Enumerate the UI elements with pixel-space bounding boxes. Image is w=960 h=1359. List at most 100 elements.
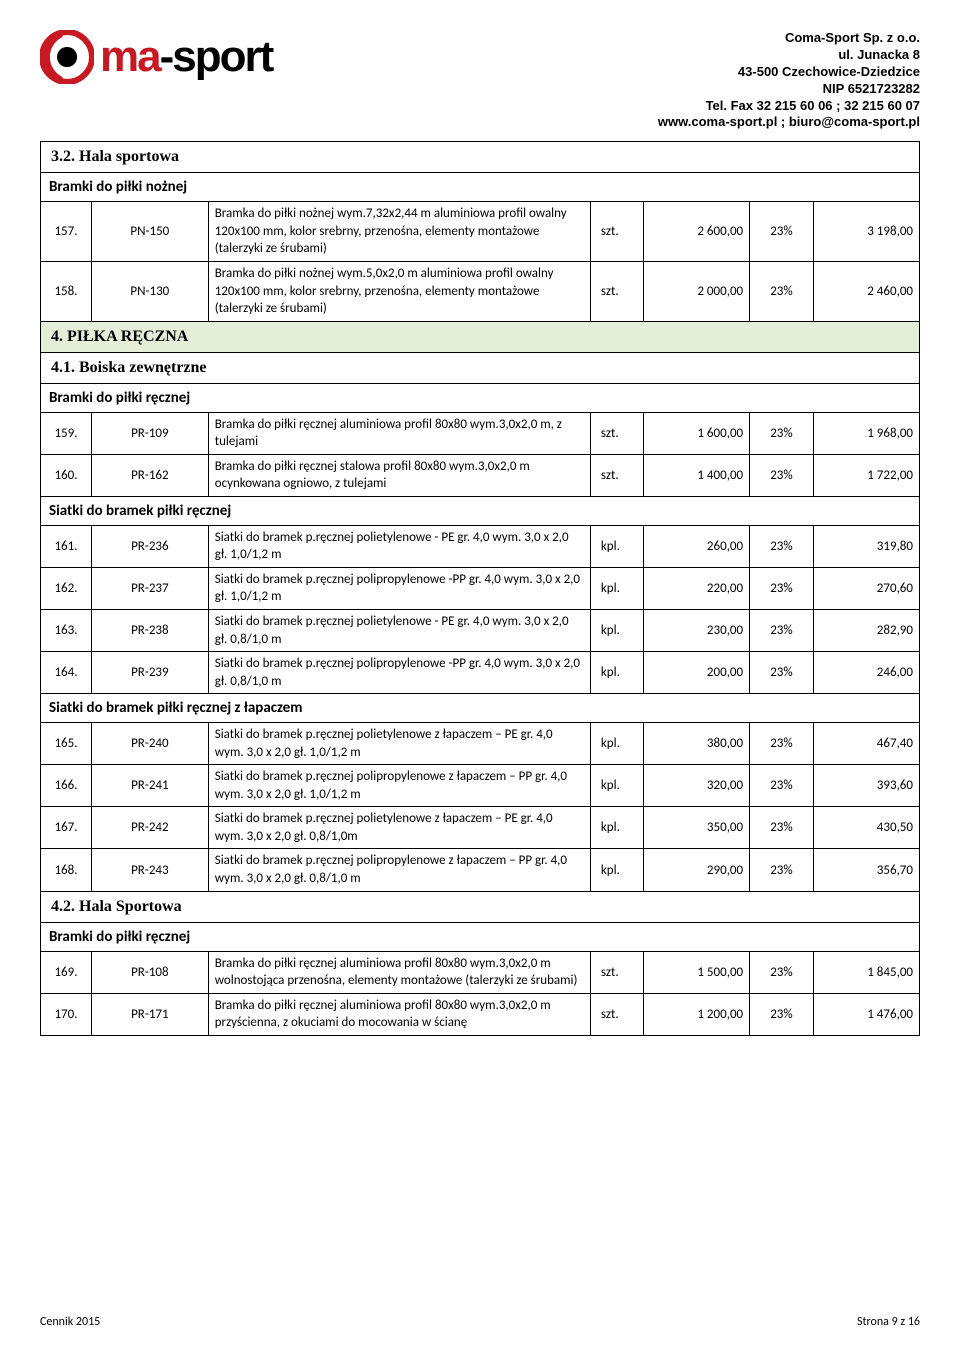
- table-row: 162. PR-237 Siatki do bramek p.ręcznej p…: [41, 567, 920, 609]
- table-row: 157. PN-150 Bramka do piłki nożnej wym.7…: [41, 202, 920, 262]
- table-row: 164. PR-239 Siatki do bramek p.ręcznej p…: [41, 652, 920, 694]
- row-price-gross: 282,90: [813, 610, 919, 652]
- row-unit: szt.: [590, 993, 643, 1035]
- row-vat: 23%: [750, 723, 814, 765]
- row-code: PR-171: [91, 993, 208, 1035]
- table-row: 167. PR-242 Siatki do bramek p.ręcznej p…: [41, 807, 920, 849]
- row-desc: Bramka do piłki ręcznej stalowa profil 8…: [208, 454, 590, 496]
- row-price-gross: 246,00: [813, 652, 919, 694]
- row-price-gross: 3 198,00: [813, 202, 919, 262]
- row-num: 170.: [41, 993, 92, 1035]
- row-price-net: 1 500,00: [643, 951, 749, 993]
- row-desc: Bramka do piłki nożnej wym.7,32x2,44 m a…: [208, 202, 590, 262]
- row-num: 160.: [41, 454, 92, 496]
- row-unit: szt.: [590, 202, 643, 262]
- row-desc: Siatki do bramek p.ręcznej polietylenowe…: [208, 525, 590, 567]
- row-price-net: 290,00: [643, 849, 749, 891]
- row-vat: 23%: [750, 525, 814, 567]
- table-row: 159. PR-109 Bramka do piłki ręcznej alum…: [41, 412, 920, 454]
- section-3-2: 3.2. Hala sportowa: [41, 142, 920, 173]
- section-4-2: 4.2. Hala Sportowa: [41, 891, 920, 922]
- row-vat: 23%: [750, 652, 814, 694]
- row-price-net: 260,00: [643, 525, 749, 567]
- row-code: PR-162: [91, 454, 208, 496]
- row-unit: kpl.: [590, 849, 643, 891]
- row-price-gross: 467,40: [813, 723, 919, 765]
- row-unit: kpl.: [590, 723, 643, 765]
- row-code: PR-238: [91, 610, 208, 652]
- row-price-gross: 356,70: [813, 849, 919, 891]
- row-code: PR-243: [91, 849, 208, 891]
- row-price-net: 2 600,00: [643, 202, 749, 262]
- row-num: 169.: [41, 951, 92, 993]
- row-vat: 23%: [750, 202, 814, 262]
- row-unit: szt.: [590, 951, 643, 993]
- row-unit: szt.: [590, 454, 643, 496]
- row-price-gross: 430,50: [813, 807, 919, 849]
- row-price-gross: 270,60: [813, 567, 919, 609]
- table-row: 158. PN-130 Bramka do piłki nożnej wym.5…: [41, 261, 920, 321]
- row-desc: Siatki do bramek p.ręcznej polipropyleno…: [208, 652, 590, 694]
- row-code: PN-130: [91, 261, 208, 321]
- row-num: 164.: [41, 652, 92, 694]
- company-addr2: 43-500 Czechowice-Dziedzice: [658, 64, 920, 81]
- row-unit: kpl.: [590, 610, 643, 652]
- page-header: ma-sport Coma-Sport Sp. z o.o. ul. Junac…: [40, 30, 920, 131]
- row-vat: 23%: [750, 807, 814, 849]
- footer-left: Cennik 2015: [40, 1315, 100, 1329]
- row-price-gross: 1 845,00: [813, 951, 919, 993]
- logo-icon: [40, 30, 94, 84]
- table-row: 170. PR-171 Bramka do piłki ręcznej alum…: [41, 993, 920, 1035]
- row-price-net: 380,00: [643, 723, 749, 765]
- row-vat: 23%: [750, 454, 814, 496]
- row-desc: Bramka do piłki ręcznej aluminiowa profi…: [208, 993, 590, 1035]
- row-num: 157.: [41, 202, 92, 262]
- row-code: PR-109: [91, 412, 208, 454]
- row-desc: Bramka do piłki nożnej wym.5,0x2,0 m alu…: [208, 261, 590, 321]
- table-row: 166. PR-241 Siatki do bramek p.ręcznej p…: [41, 765, 920, 807]
- group-bramki-reczna-hala: Bramki do piłki ręcznej: [41, 922, 920, 951]
- row-code: PR-237: [91, 567, 208, 609]
- row-price-net: 2 000,00: [643, 261, 749, 321]
- row-unit: kpl.: [590, 567, 643, 609]
- group-siatki-lapacz: Siatki do bramek piłki ręcznej z łapacze…: [41, 694, 920, 723]
- row-vat: 23%: [750, 261, 814, 321]
- row-unit: szt.: [590, 412, 643, 454]
- row-price-gross: 1 968,00: [813, 412, 919, 454]
- company-name: Coma-Sport Sp. z o.o.: [658, 30, 920, 47]
- table-row: 169. PR-108 Bramka do piłki ręcznej alum…: [41, 951, 920, 993]
- section-4: 4. PIŁKA RĘCZNA: [41, 321, 920, 352]
- group-bramki-nozna: Bramki do piłki nożnej: [41, 173, 920, 202]
- row-num: 159.: [41, 412, 92, 454]
- row-vat: 23%: [750, 610, 814, 652]
- row-desc: Bramka do piłki ręcznej aluminiowa profi…: [208, 951, 590, 993]
- row-price-gross: 1 476,00: [813, 993, 919, 1035]
- row-price-net: 1 600,00: [643, 412, 749, 454]
- row-code: PN-150: [91, 202, 208, 262]
- row-price-gross: 319,80: [813, 525, 919, 567]
- row-code: PR-108: [91, 951, 208, 993]
- row-vat: 23%: [750, 567, 814, 609]
- row-desc: Siatki do bramek p.ręcznej polietylenowe…: [208, 610, 590, 652]
- table-row: 161. PR-236 Siatki do bramek p.ręcznej p…: [41, 525, 920, 567]
- company-web: www.coma-sport.pl ; biuro@coma-sport.pl: [658, 114, 920, 131]
- row-desc: Siatki do bramek p.ręcznej polipropyleno…: [208, 849, 590, 891]
- row-code: PR-239: [91, 652, 208, 694]
- row-price-net: 350,00: [643, 807, 749, 849]
- row-price-net: 230,00: [643, 610, 749, 652]
- page-footer: Cennik 2015 Strona 9 z 16: [40, 1315, 920, 1329]
- company-info: Coma-Sport Sp. z o.o. ul. Junacka 8 43-5…: [658, 30, 920, 131]
- table-row: 160. PR-162 Bramka do piłki ręcznej stal…: [41, 454, 920, 496]
- row-num: 165.: [41, 723, 92, 765]
- table-row: 168. PR-243 Siatki do bramek p.ręcznej p…: [41, 849, 920, 891]
- row-desc: Siatki do bramek p.ręcznej polietylenowe…: [208, 723, 590, 765]
- row-price-gross: 2 460,00: [813, 261, 919, 321]
- section-4-1: 4.1. Boiska zewnętrzne: [41, 352, 920, 383]
- row-vat: 23%: [750, 765, 814, 807]
- row-price-net: 220,00: [643, 567, 749, 609]
- row-code: PR-241: [91, 765, 208, 807]
- row-desc: Siatki do bramek p.ręcznej polipropyleno…: [208, 765, 590, 807]
- row-code: PR-242: [91, 807, 208, 849]
- row-price-net: 1 200,00: [643, 993, 749, 1035]
- row-num: 161.: [41, 525, 92, 567]
